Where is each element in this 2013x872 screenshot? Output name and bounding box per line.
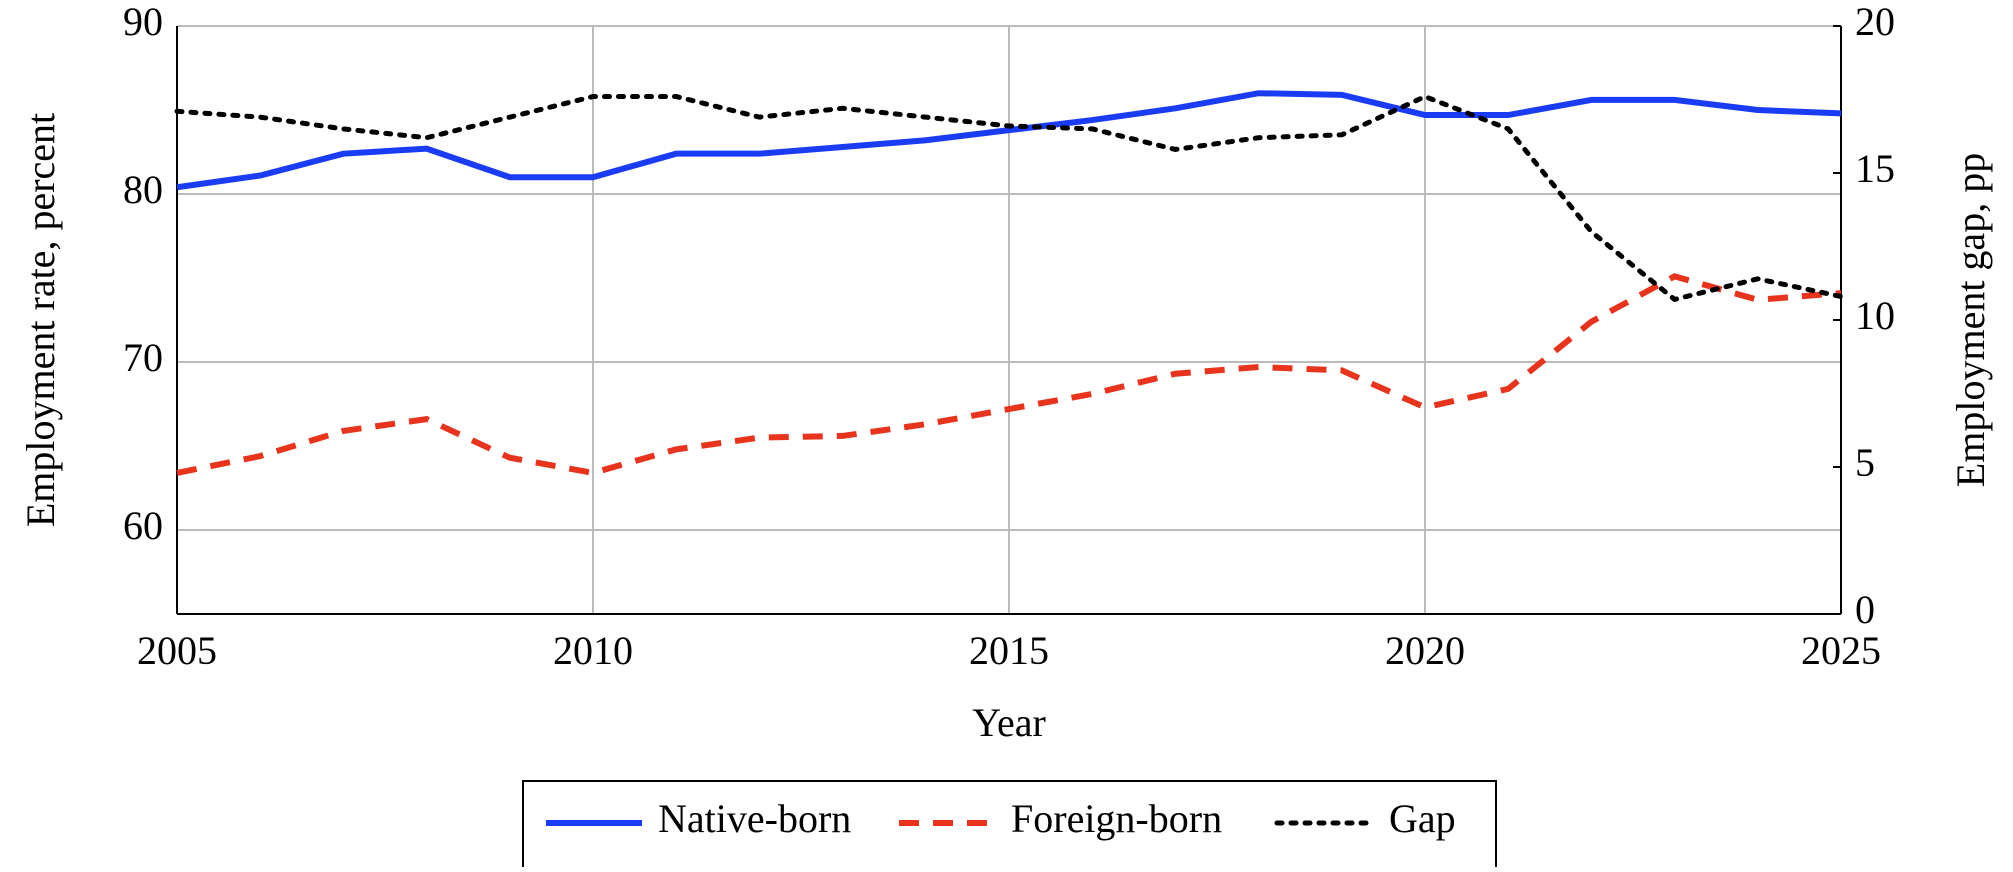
y-axis-label: Employment rate, percent [18,113,63,527]
x-axis-label: Year [972,700,1046,745]
y-tick-label: 80 [123,167,163,212]
y2-tick-label: 0 [1855,587,1875,632]
y2-tick-label: 5 [1855,440,1875,485]
y2-axis-label: Employment gap, pp [1948,153,1993,487]
y-tick-label: 60 [123,503,163,548]
x-tick-label: 2015 [969,628,1049,673]
legend-label: Gap [1389,796,1456,841]
series-line [174,93,1844,303]
x-tick-label: 2005 [137,628,217,673]
x-tick-label: 2020 [1385,628,1465,673]
series-line [176,273,1842,476]
y2-tick-label: 20 [1855,0,1895,44]
legend-label: Foreign-born [1011,796,1222,841]
y2-tick-label: 15 [1855,146,1895,191]
legend-label: Native-born [658,796,851,841]
y2-tick-label: 10 [1855,293,1895,338]
legend-box [522,780,1497,872]
series-line [176,90,1842,191]
y-tick-label: 70 [123,335,163,380]
x-tick-label: 2010 [553,628,633,673]
y-tick-label: 90 [123,0,163,44]
x-tick-label: 2025 [1801,628,1881,673]
